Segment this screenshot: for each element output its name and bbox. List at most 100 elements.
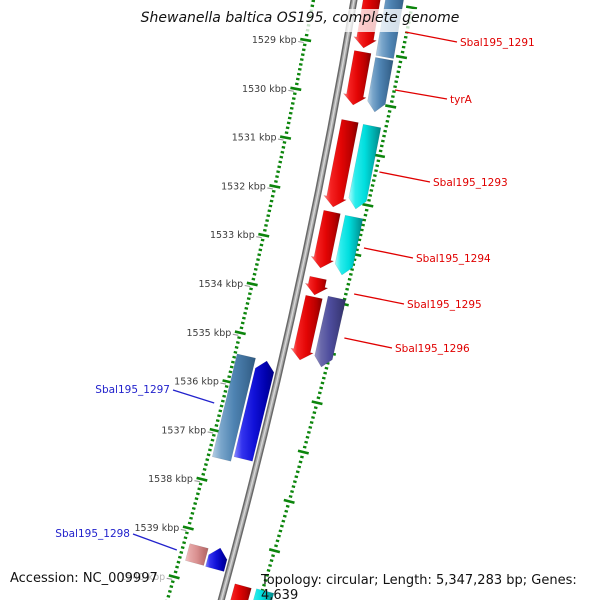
ruler-tick xyxy=(191,506,196,511)
gene-arrow-Sbal195_1297[interactable] xyxy=(233,360,275,462)
gene-label-tyrA[interactable]: tyrA xyxy=(450,94,473,106)
ruler-tick xyxy=(383,129,388,133)
ruler-tick xyxy=(311,0,316,3)
ruler-tick xyxy=(224,384,229,388)
ruler-tick xyxy=(168,574,180,580)
ruler-tick xyxy=(202,467,207,471)
ruler-tick xyxy=(288,494,293,499)
ruler-tick xyxy=(267,209,272,213)
gene-labels: Sbal195_1291 tyrA Sbal195_1293 Sbal195_1294… xyxy=(55,31,535,551)
genome-title: Shewanella baltica OS195, complete genom… xyxy=(140,10,460,26)
ruler-tick xyxy=(321,376,326,380)
ruler-tick xyxy=(274,544,278,548)
ruler-label-connector xyxy=(288,89,294,92)
ruler-tick xyxy=(391,95,395,99)
ruler-tick xyxy=(292,92,297,96)
ruler-tick xyxy=(298,460,303,464)
ruler-tick xyxy=(268,563,273,568)
ruler-tick xyxy=(194,497,199,501)
ruler-tick xyxy=(283,498,295,505)
ruler-label: 1531 kbp xyxy=(232,133,277,144)
gene-label-Sbal195_1296[interactable]: Sbal195_1296 xyxy=(395,343,470,355)
ruler-tick xyxy=(378,149,383,153)
ruler-tick xyxy=(256,258,260,262)
ruler-tick xyxy=(323,371,328,375)
ruler-tick xyxy=(265,219,270,223)
ruler-label: 1532 kbp xyxy=(221,181,266,192)
gene-arrow-tyrA[interactable] xyxy=(367,57,394,113)
ruler-tick xyxy=(361,223,365,227)
gene-arrow-partial-gene[interactable] xyxy=(250,588,275,600)
ruler-tick xyxy=(279,135,292,140)
ruler-tick xyxy=(346,282,351,286)
gene-arrow-partial-gene[interactable] xyxy=(227,583,252,600)
gene-arrow-Sbal195_1296[interactable] xyxy=(314,295,346,368)
gene-arrow-Sbal195_1293[interactable] xyxy=(348,124,382,210)
ruler-tick xyxy=(298,62,303,66)
gene-arrow-Sbal195_1294[interactable] xyxy=(310,210,341,269)
ruler-labels: 1529 kbp 1530 kbp 1531 kbp 1532 kbp 1533 kbp… xyxy=(120,35,304,583)
ruler-tick xyxy=(309,420,314,424)
ruler-tick xyxy=(222,394,227,398)
ruler-tick xyxy=(269,559,274,563)
ruler-tick xyxy=(281,145,286,149)
gene-arrow-Sbal195_1296[interactable] xyxy=(290,294,323,361)
ruler-tick xyxy=(233,350,238,354)
gene-label-Sbal195_1297[interactable]: Sbal195_1297 xyxy=(95,384,170,396)
ruler-tick xyxy=(169,585,174,589)
gene-arrow-Sbal195_1293[interactable] xyxy=(323,119,359,208)
ruler-tick xyxy=(269,199,274,203)
ruler-tick xyxy=(370,184,375,187)
ruler-tick xyxy=(302,445,307,449)
ruler-tick xyxy=(246,281,258,287)
ruler-tick xyxy=(275,539,280,543)
ruler-tick xyxy=(312,411,317,415)
ruler-tick xyxy=(182,525,194,531)
ruler-tick xyxy=(270,194,275,198)
ruler-label: 1536 kbp xyxy=(174,377,219,388)
ruler-tick xyxy=(369,188,374,192)
ruler-tick xyxy=(316,396,321,400)
ruler-tick xyxy=(266,568,271,572)
ruler-tick xyxy=(392,90,396,94)
ruler-tick xyxy=(286,121,291,125)
ruler-label-connector xyxy=(220,382,227,385)
ruler-tick xyxy=(196,476,208,482)
gene-arrow-Sbal195_1294[interactable] xyxy=(334,214,364,276)
ruler-tick xyxy=(285,126,290,130)
ruler-tick xyxy=(271,554,275,558)
gene-label-Sbal195_1291[interactable]: Sbal195_1291 xyxy=(460,37,535,49)
ruler-label: 1534 kbp xyxy=(198,279,243,290)
ruler-tick xyxy=(376,159,381,163)
gene-arrow-tyrA[interactable] xyxy=(342,50,372,106)
ruler-label-connector xyxy=(194,480,201,483)
gene-label-Sbal195_1298[interactable]: Sbal195_1298 xyxy=(55,528,130,540)
ruler-tick xyxy=(240,321,245,325)
ruler-tick xyxy=(300,37,312,43)
ruler-tick xyxy=(167,589,172,593)
gene-label-leader xyxy=(363,247,414,259)
gene-label-Sbal195_1293[interactable]: Sbal195_1293 xyxy=(433,177,508,189)
ruler-tick xyxy=(215,419,220,423)
ruler-tick xyxy=(265,573,270,577)
gene-arrow-Sbal195_1297[interactable] xyxy=(211,353,256,462)
gene-label-leader xyxy=(132,533,178,551)
ruler-tick xyxy=(297,465,302,469)
ruler-label: 1533 kbp xyxy=(210,230,255,241)
gene-arrow-Sbal195_1298[interactable] xyxy=(205,547,228,572)
ruler-tick xyxy=(182,541,187,545)
gene-label-leader xyxy=(379,171,431,183)
gene-arrow-Sbal195_1295[interactable] xyxy=(304,275,329,296)
gene-label-Sbal195_1295[interactable]: Sbal195_1295 xyxy=(407,299,482,311)
ruler-label: 1540 kbp xyxy=(120,572,165,583)
ruler-tick xyxy=(244,306,249,310)
gene-label-Sbal195_1294[interactable]: Sbal195_1294 xyxy=(416,253,491,265)
gene-arrow-Sbal195_1298[interactable] xyxy=(185,543,209,566)
ruler-tick xyxy=(386,114,391,118)
ruler-tick xyxy=(289,106,294,110)
ruler-tick xyxy=(290,101,295,105)
ruler-label: 1535 kbp xyxy=(187,328,232,339)
ruler-tick xyxy=(387,109,392,113)
ruler-tick xyxy=(211,433,216,437)
